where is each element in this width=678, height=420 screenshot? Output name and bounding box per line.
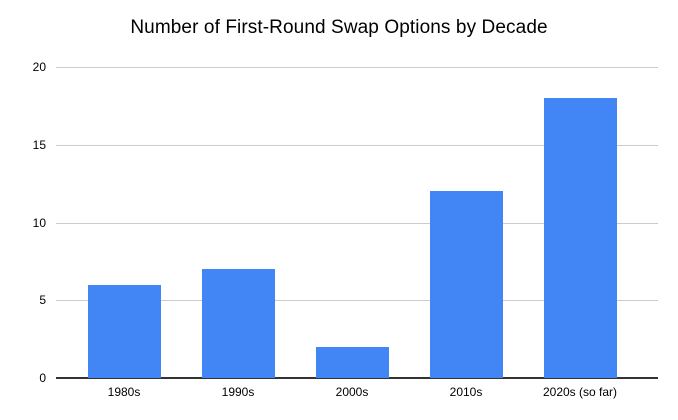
y-gridline-5 [56, 300, 658, 301]
x-axis-baseline [56, 377, 658, 379]
bar-2000s[interactable] [315, 347, 389, 378]
y-gridline-15 [56, 145, 658, 146]
y-gridline-10 [56, 223, 658, 224]
plot-area [56, 67, 658, 379]
x-axis-category-label-1990s: 1990s [221, 385, 255, 399]
y-axis-tick-label-0: 0 [39, 371, 46, 385]
bar-2010s[interactable] [429, 191, 503, 378]
bar-1980s[interactable] [87, 285, 161, 378]
x-axis-category-label-1980s: 1980s [107, 385, 141, 399]
y-axis-tick-label-15: 15 [32, 138, 46, 152]
x-axis-category-label-2010s: 2010s [449, 385, 483, 399]
x-axis-category-label-2020s-so-far: 2020s (so far) [542, 385, 618, 399]
y-axis-tick-label-5: 5 [39, 293, 46, 307]
chart-title: Number of First-Round Swap Options by De… [130, 17, 548, 38]
y-gridline-20 [56, 67, 658, 68]
bar-1990s[interactable] [201, 269, 275, 378]
x-axis-category-label-2000s: 2000s [335, 385, 369, 399]
bar-2020s-so-far[interactable] [543, 98, 617, 378]
y-axis-tick-label-10: 10 [32, 216, 46, 230]
y-axis-tick-label-20: 20 [32, 60, 46, 74]
